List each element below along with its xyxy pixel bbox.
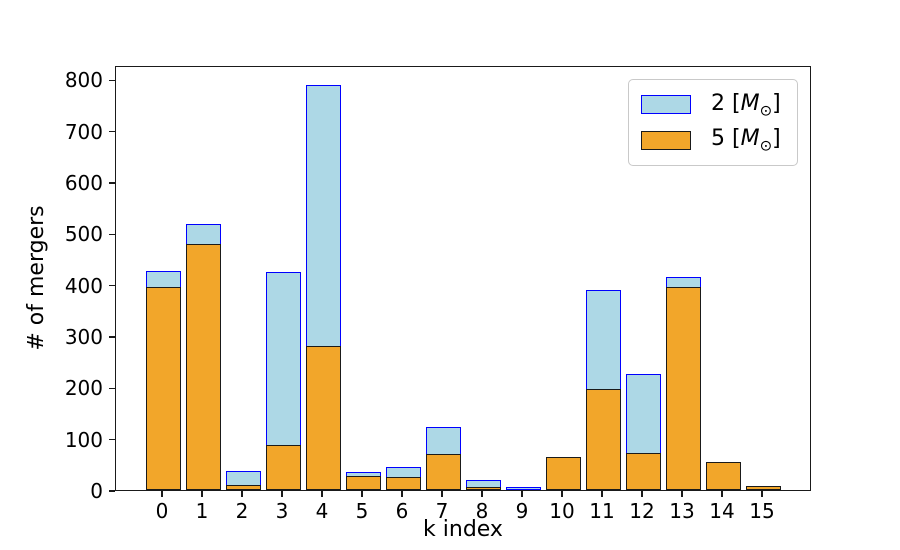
bar-series1-k6	[385, 477, 421, 490]
x-tick-label: 14	[709, 499, 735, 523]
y-tick-label: 500	[64, 222, 103, 247]
y-tick-mark	[109, 79, 115, 82]
x-tick-mark	[641, 491, 643, 497]
y-tick-mark	[109, 490, 115, 492]
bar-series1-k11	[585, 389, 621, 490]
x-tick-label: 10	[549, 499, 575, 523]
y-axis-label-text: # of mergers	[24, 205, 49, 351]
x-tick-label: 5	[355, 499, 369, 523]
bar-series0-k9	[505, 487, 541, 490]
bar-series1-k14	[705, 462, 741, 490]
x-tick-label: 4	[315, 499, 329, 523]
bar-series1-k5	[345, 475, 381, 490]
y-tick-label: 800	[64, 68, 103, 93]
x-tick-mark	[761, 491, 763, 497]
x-tick-mark	[201, 491, 203, 497]
bar-series1-k3	[265, 444, 301, 490]
y-tick-mark	[109, 233, 115, 236]
legend: 2 [M⊙] 5 [M⊙]	[628, 79, 798, 166]
x-tick-label: 2	[235, 499, 249, 523]
x-tick-mark	[601, 491, 603, 497]
x-tick-label: 3	[275, 499, 289, 523]
x-tick-mark	[321, 491, 323, 497]
y-tick-label: 200	[64, 376, 103, 401]
x-tick-label: 11	[589, 499, 615, 523]
x-tick-mark	[481, 491, 483, 497]
x-tick-label: 0	[155, 499, 169, 523]
y-tick-label: 0	[90, 479, 103, 503]
y-tick-mark	[109, 182, 115, 184]
y-tick-label: 100	[64, 427, 103, 452]
x-tick-mark	[401, 491, 403, 497]
bar-series1-k10	[545, 457, 581, 490]
x-tick-mark	[161, 491, 163, 497]
legend-item-1: 5 [M⊙]	[641, 126, 785, 154]
bar-series1-k8	[465, 487, 501, 490]
legend-swatch-1	[641, 130, 691, 150]
x-tick-label: 8	[475, 499, 489, 523]
bar-series1-k15	[745, 486, 781, 490]
x-tick-label: 7	[435, 499, 449, 523]
x-tick-label: 12	[629, 499, 655, 523]
bar-series1-k0	[145, 287, 181, 490]
y-tick-label: 600	[64, 171, 103, 196]
x-tick-mark	[281, 491, 283, 497]
x-tick-mark	[241, 491, 243, 497]
y-tick-label: 300	[64, 325, 103, 349]
y-tick-mark	[109, 130, 115, 133]
x-tick-label: 15	[749, 499, 775, 523]
y-tick-label: 400	[64, 273, 103, 298]
x-tick-mark	[441, 491, 443, 497]
x-axis-label: k index	[423, 517, 503, 542]
y-tick-label: 700	[64, 119, 103, 144]
legend-swatch-0	[641, 95, 691, 115]
bar-series1-k1	[185, 243, 221, 490]
y-tick-mark	[109, 336, 115, 338]
legend-item-0: 2 [M⊙]	[641, 91, 785, 119]
bar-series1-k12	[625, 453, 661, 490]
x-tick-mark	[521, 491, 523, 497]
x-tick-mark	[561, 491, 563, 497]
y-tick-mark	[109, 387, 115, 390]
x-tick-label: 9	[515, 499, 529, 523]
x-tick-mark	[361, 491, 363, 497]
bar-series1-k13	[665, 286, 701, 490]
bar-series1-k2	[225, 484, 261, 490]
x-tick-mark	[681, 491, 683, 497]
x-tick-mark	[721, 491, 723, 497]
y-tick-mark	[109, 438, 115, 441]
y-tick-mark	[109, 284, 115, 287]
x-tick-label: 6	[395, 499, 409, 523]
bar-series1-k7	[425, 454, 461, 490]
x-tick-label: 1	[195, 499, 209, 523]
x-tick-label: 13	[669, 499, 695, 523]
legend-label-0: 2 [M⊙]	[711, 90, 781, 120]
bar-series1-k4	[305, 346, 341, 490]
legend-label-1: 5 [M⊙]	[711, 125, 781, 155]
